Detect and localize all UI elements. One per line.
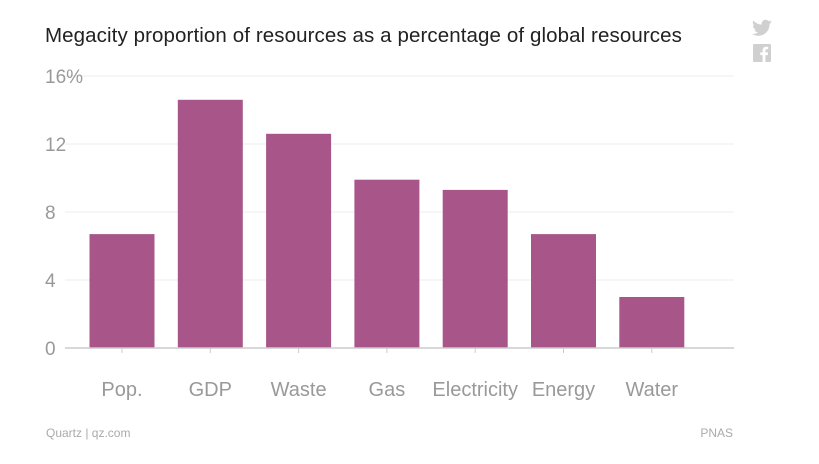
x-tick-label: Pop. (101, 379, 142, 401)
x-axis: Pop. GDP Waste Gas Electricity Energy Water (101, 348, 678, 401)
x-tick-label: GDP (189, 379, 232, 401)
bar-waste (266, 133, 332, 348)
y-tick-label: 8 (45, 203, 56, 224)
x-tick-label: Electricity (432, 379, 518, 401)
chart-title: Megacity proportion of resources as a pe… (45, 24, 682, 47)
y-axis: 0 4 8 12 16% (45, 67, 83, 360)
y-tick-label: 12 (45, 135, 66, 156)
bars (89, 99, 685, 348)
footer-source: PNAS (700, 426, 733, 440)
y-tick-label: 4 (45, 271, 56, 292)
bar-gdp (177, 99, 243, 348)
x-tick-label: Energy (532, 379, 595, 401)
y-tick-label: 0 (45, 339, 56, 360)
x-tick-label: Water (625, 379, 678, 401)
y-tick-label: 16% (45, 67, 83, 88)
bar-pop (89, 234, 155, 348)
bar-electricity (442, 189, 508, 348)
bar-gas (354, 179, 420, 348)
x-tick-label: Gas (369, 379, 406, 401)
footer-credit: Quartz | qz.com (46, 426, 131, 440)
bar-energy (531, 234, 596, 348)
facebook-icon[interactable] (752, 44, 772, 62)
x-tick-label: Waste (271, 379, 327, 401)
bar-water (619, 297, 685, 348)
twitter-icon[interactable] (752, 19, 772, 37)
